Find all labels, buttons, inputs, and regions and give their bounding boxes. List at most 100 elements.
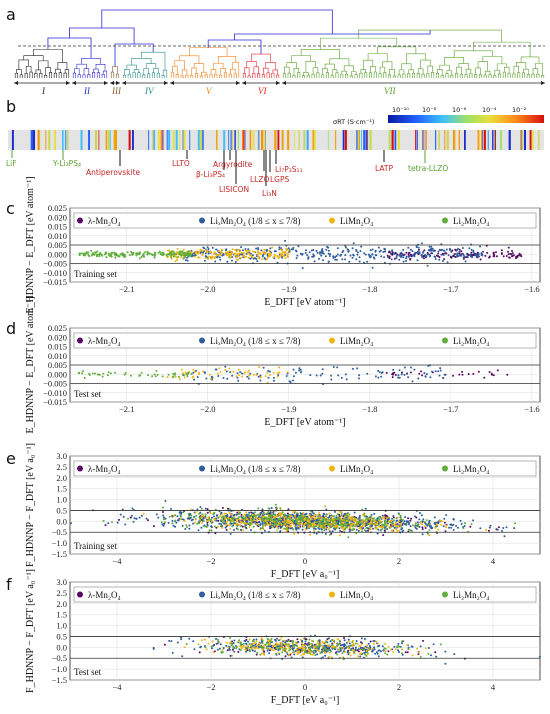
data-point <box>268 515 271 518</box>
data-point <box>351 256 354 259</box>
data-point <box>386 516 389 519</box>
data-point <box>224 519 227 522</box>
data-point <box>285 643 288 646</box>
data-point <box>235 518 238 521</box>
data-point <box>443 249 446 252</box>
barcode-stripe <box>397 130 400 150</box>
data-point <box>283 518 286 521</box>
material-LiF: LiF <box>6 159 17 168</box>
barcode-stripe <box>45 130 47 150</box>
data-point <box>298 521 301 524</box>
data-point <box>238 639 241 642</box>
dendro-link <box>335 72 339 78</box>
data-point <box>316 653 319 656</box>
barcode-stripe <box>172 130 175 150</box>
colorbar-tick-2: 10⁻⁶ <box>452 106 467 114</box>
data-point <box>263 653 266 656</box>
data-point <box>411 250 414 253</box>
data-point <box>151 375 154 378</box>
data-point <box>138 516 141 519</box>
data-point <box>344 513 347 516</box>
data-point <box>319 525 322 528</box>
data-point <box>259 379 262 382</box>
material-LISICON: LISICON <box>219 185 249 194</box>
data-point <box>419 521 422 524</box>
data-point <box>204 517 207 520</box>
data-point <box>503 535 506 538</box>
data-point <box>391 373 394 376</box>
data-point <box>398 529 401 532</box>
data-point <box>336 247 339 250</box>
data-point <box>308 514 311 517</box>
data-point <box>80 252 83 255</box>
data-point <box>424 375 427 378</box>
data-point <box>252 250 254 253</box>
barcode-stripe <box>62 130 64 150</box>
data-point <box>337 374 340 377</box>
y-axis-label: E_HDNNP − E_DFT [eV atom⁻¹] <box>25 296 36 433</box>
data-point <box>86 251 89 254</box>
data-point <box>403 520 406 523</box>
dendro-link-upper <box>207 39 262 55</box>
data-point <box>220 519 223 522</box>
data-point <box>324 648 327 651</box>
data-point <box>352 367 354 370</box>
data-point <box>351 641 354 644</box>
data-point <box>317 645 320 648</box>
dendro-link <box>33 49 63 63</box>
data-point <box>338 534 341 537</box>
data-point <box>122 515 125 518</box>
data-point <box>509 252 512 255</box>
data-point <box>135 254 138 257</box>
data-point <box>338 640 341 642</box>
dendro-link <box>247 75 251 78</box>
data-point <box>292 523 295 526</box>
data-point <box>216 256 219 259</box>
data-point <box>261 524 264 527</box>
data-point <box>382 649 385 652</box>
data-point <box>364 646 367 649</box>
data-point <box>333 525 336 528</box>
data-point <box>401 642 403 645</box>
data-point <box>433 516 436 519</box>
data-point <box>135 252 138 255</box>
barcode-stripe <box>109 130 111 150</box>
data-point <box>229 521 232 523</box>
data-point <box>420 514 423 517</box>
data-point <box>407 517 410 520</box>
data-point <box>363 529 366 532</box>
data-point <box>288 649 291 652</box>
data-point <box>163 522 166 525</box>
dendro-link <box>437 69 443 76</box>
legend-marker <box>77 591 83 598</box>
data-point <box>279 526 282 529</box>
data-point <box>258 513 261 516</box>
data-point <box>307 256 310 259</box>
data-point <box>174 372 176 375</box>
data-point <box>78 252 81 255</box>
data-point <box>132 252 135 255</box>
data-point <box>257 513 259 516</box>
data-point <box>273 253 276 256</box>
data-point <box>264 375 267 378</box>
data-point <box>118 518 120 521</box>
data-point <box>410 645 413 648</box>
data-point <box>312 526 315 529</box>
barcode-stripe <box>366 130 368 150</box>
dendro-link <box>330 74 334 78</box>
data-point <box>328 530 331 533</box>
data-point <box>363 252 366 255</box>
dendro-link <box>24 73 28 78</box>
data-point <box>265 522 268 525</box>
data-point <box>267 518 270 521</box>
data-point <box>322 518 325 521</box>
scatter-panel-f: −4 −2 0 2 43.02.52.01.51.00.50.0−0.5−1.0−1.5… <box>25 569 541 706</box>
barcode-stripe <box>202 130 204 150</box>
data-point <box>375 640 378 643</box>
data-point <box>340 514 343 517</box>
data-point <box>261 517 264 520</box>
data-point <box>147 519 149 522</box>
data-point <box>321 645 324 648</box>
data-point <box>236 372 239 375</box>
data-point <box>266 512 269 515</box>
